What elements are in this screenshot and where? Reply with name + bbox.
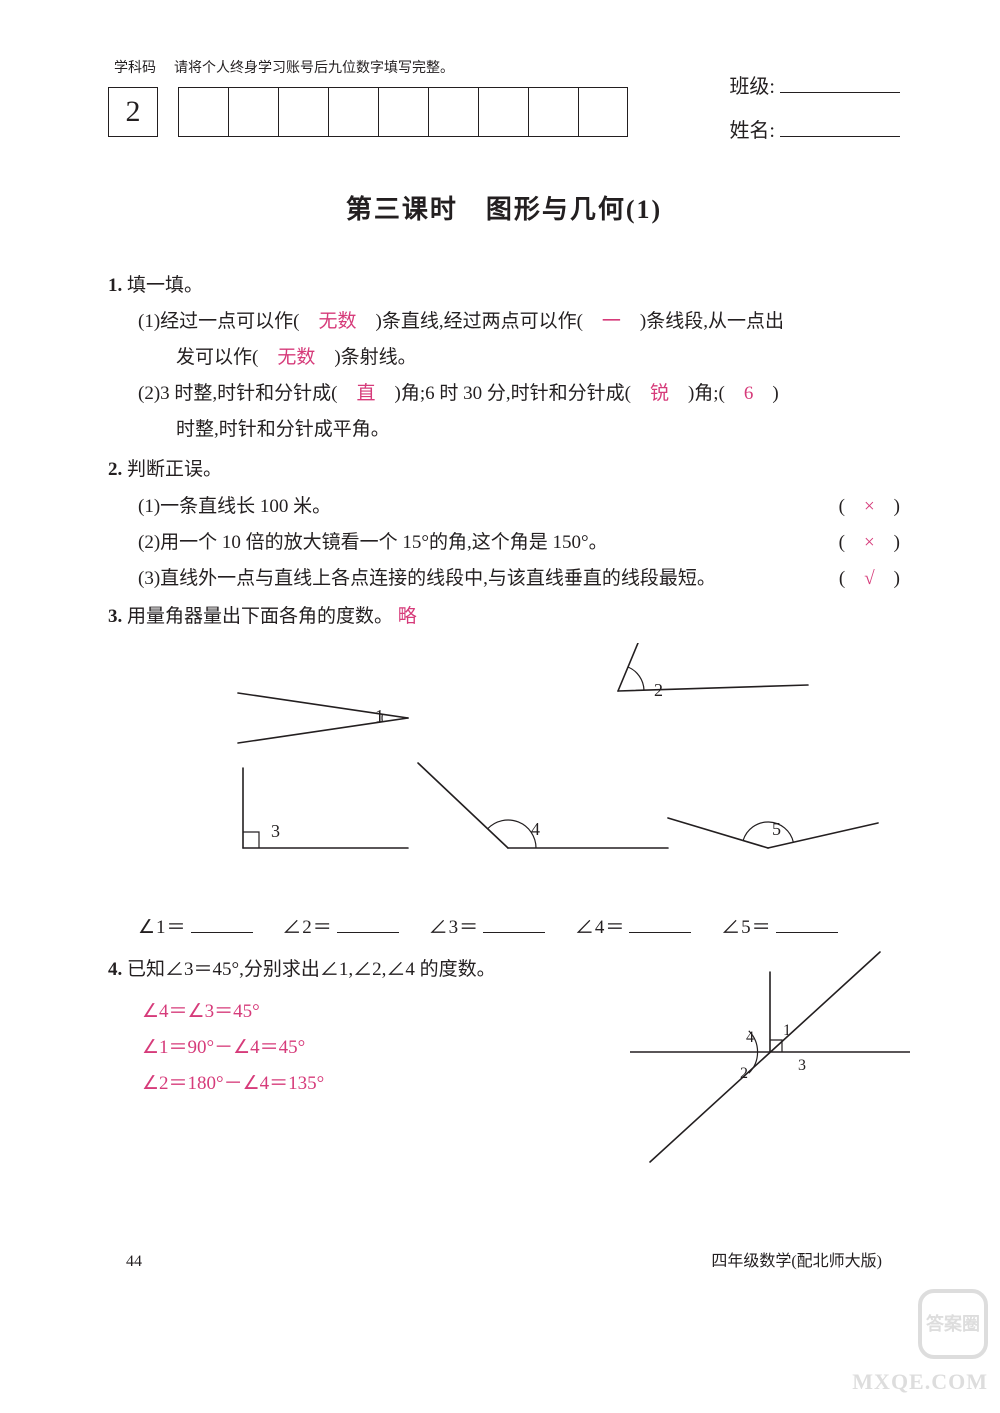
q1-ans5: 锐	[650, 383, 669, 404]
code-cell[interactable]	[178, 87, 228, 137]
class-blank[interactable]	[780, 71, 900, 93]
watermark-url: MXQE.COM	[852, 1361, 988, 1403]
q4-stem: 已知∠3＝45°,分别求出∠1,∠2,∠4 的度数。	[127, 959, 496, 980]
code-cell[interactable]	[328, 87, 378, 137]
q2-i3-text: (3)直线外一点与直线上各点连接的线段中,与该直线垂直的线段最短。	[138, 568, 716, 589]
code-cell[interactable]	[278, 87, 328, 137]
q1-ans4: 直	[356, 383, 375, 404]
q3-diagram: 1 2 3 4 5	[108, 643, 900, 886]
q3-stem: 用量角器量出下面各角的度数。	[127, 606, 393, 627]
code-cell[interactable]	[428, 87, 478, 137]
q2-i1-text: (1)一条直线长 100 米。	[138, 496, 331, 517]
q1-p2-d: )	[753, 383, 778, 404]
svg-text:1: 1	[375, 706, 384, 726]
q3-answer-row: ∠1＝ ∠2＝ ∠3＝ ∠4＝ ∠5＝	[108, 910, 900, 946]
q1-p1-b: )条直线,经过两点可以作(	[357, 311, 602, 332]
lesson-title: 第三课时 图形与几何(1)	[108, 185, 900, 234]
svg-text:3: 3	[798, 1057, 806, 1074]
code-label: 学科码	[114, 56, 156, 83]
code-empty-cells	[178, 87, 628, 137]
svg-text:5: 5	[772, 819, 781, 839]
q2-i3-mark: ( √ )	[839, 561, 900, 597]
class-name-block: 班级: 姓名:	[729, 68, 900, 150]
code-cell[interactable]	[478, 87, 528, 137]
code-cell[interactable]	[228, 87, 278, 137]
q1-part2: (2)3 时整,时针和分针成( 直 )角;6 时 30 分,时针和分针成( 锐 …	[108, 376, 900, 412]
code-prefix-cell: 2	[108, 87, 158, 137]
q1-p2-b: )角;6 时 30 分,时针和分针成(	[376, 383, 650, 404]
q1-ans1: 无数	[318, 311, 356, 332]
svg-text:4: 4	[531, 819, 540, 839]
q2-i3: (3)直线外一点与直线上各点连接的线段中,与该直线垂直的线段最短。 ( √ )	[108, 561, 900, 597]
name-blank[interactable]	[780, 115, 900, 137]
q2-num: 2.	[108, 459, 122, 480]
q1-stem: 填一填。	[127, 275, 203, 296]
q2-a2: ×	[864, 532, 875, 553]
q4: 4. 已知∠3＝45°,分别求出∠1,∠2,∠4 的度数。 ∠4＝∠3＝45° …	[108, 952, 900, 1102]
code-cell[interactable]	[378, 87, 428, 137]
code-cell[interactable]	[528, 87, 578, 137]
q1-p1l2a: 发可以作(	[176, 347, 277, 368]
q2-i2-mark: ( × )	[839, 525, 900, 561]
blank-a5[interactable]	[776, 912, 838, 933]
q1: 1. 填一填。	[108, 268, 900, 304]
page-number: 44	[126, 1247, 142, 1277]
q2-i2-text: (2)用一个 10 倍的放大镜看一个 15°的角,这个角是 150°。	[138, 532, 608, 553]
body: 1. 填一填。 (1)经过一点可以作( 无数 )条直线,经过两点可以作( 一 )…	[108, 268, 900, 1103]
q1-p1-c: )条线段,从一点出	[621, 311, 784, 332]
blank-a2[interactable]	[337, 912, 399, 933]
q3-ans-note: 略	[398, 606, 417, 627]
q1-p1l2b: )条射线。	[315, 347, 416, 368]
svg-text:2: 2	[740, 1065, 748, 1082]
q1-p2-a: (2)3 时整,时针和分针成(	[138, 383, 356, 404]
code-cell[interactable]	[578, 87, 628, 137]
watermark-badge: 答案圈	[918, 1289, 988, 1359]
q4-svg: 1 2 3 4	[630, 942, 910, 1172]
blank-a1[interactable]	[191, 912, 253, 933]
q1-ans3: 无数	[277, 347, 315, 368]
book-label: 四年级数学(配北师大版)	[711, 1247, 882, 1277]
q2-i1-mark: ( × )	[839, 489, 900, 525]
q2: 2. 判断正误。	[108, 452, 900, 488]
q1-p1-a: (1)经过一点可以作(	[138, 311, 318, 332]
q1-ans2: 一	[602, 311, 621, 332]
name-label: 姓名:	[729, 120, 775, 142]
class-label: 班级:	[729, 76, 775, 98]
q3: 3. 用量角器量出下面各角的度数。 略	[108, 599, 900, 635]
q2-stem: 判断正误。	[127, 459, 222, 480]
blank-a3[interactable]	[483, 912, 545, 933]
q1-part1-line2: 发可以作( 无数 )条射线。	[108, 340, 900, 376]
q3-num: 3.	[108, 606, 122, 627]
svg-text:2: 2	[654, 680, 663, 700]
blank-a4[interactable]	[629, 912, 691, 933]
svg-text:4: 4	[746, 1029, 754, 1046]
q1-ans6: 6	[744, 383, 754, 404]
q4-num: 4.	[108, 959, 122, 980]
q2-a3: √	[864, 568, 874, 589]
q2-a1: ×	[864, 496, 875, 517]
q2-i2: (2)用一个 10 倍的放大镜看一个 15°的角,这个角是 150°。 ( × …	[108, 525, 900, 561]
q1-p2-c: )角;(	[669, 383, 744, 404]
q3-svg: 1 2 3 4 5	[108, 643, 898, 873]
q1-part2-line2: 时整,时针和分针成平角。	[108, 412, 900, 448]
q1-num: 1.	[108, 275, 122, 296]
svg-text:1: 1	[783, 1022, 791, 1039]
watermark: 答案圈 MXQE.COM	[852, 1289, 988, 1403]
worksheet-page: 学科码 请将个人终身学习账号后九位数字填写完整。 2 班级: 姓名: 第三课时 …	[0, 0, 1000, 1413]
q2-i1: (1)一条直线长 100 米。 ( × )	[108, 489, 900, 525]
instruction: 请将个人终身学习账号后九位数字填写完整。	[174, 56, 454, 83]
q1-part1: (1)经过一点可以作( 无数 )条直线,经过两点可以作( 一 )条线段,从一点出	[108, 304, 900, 340]
svg-text:3: 3	[271, 821, 280, 841]
